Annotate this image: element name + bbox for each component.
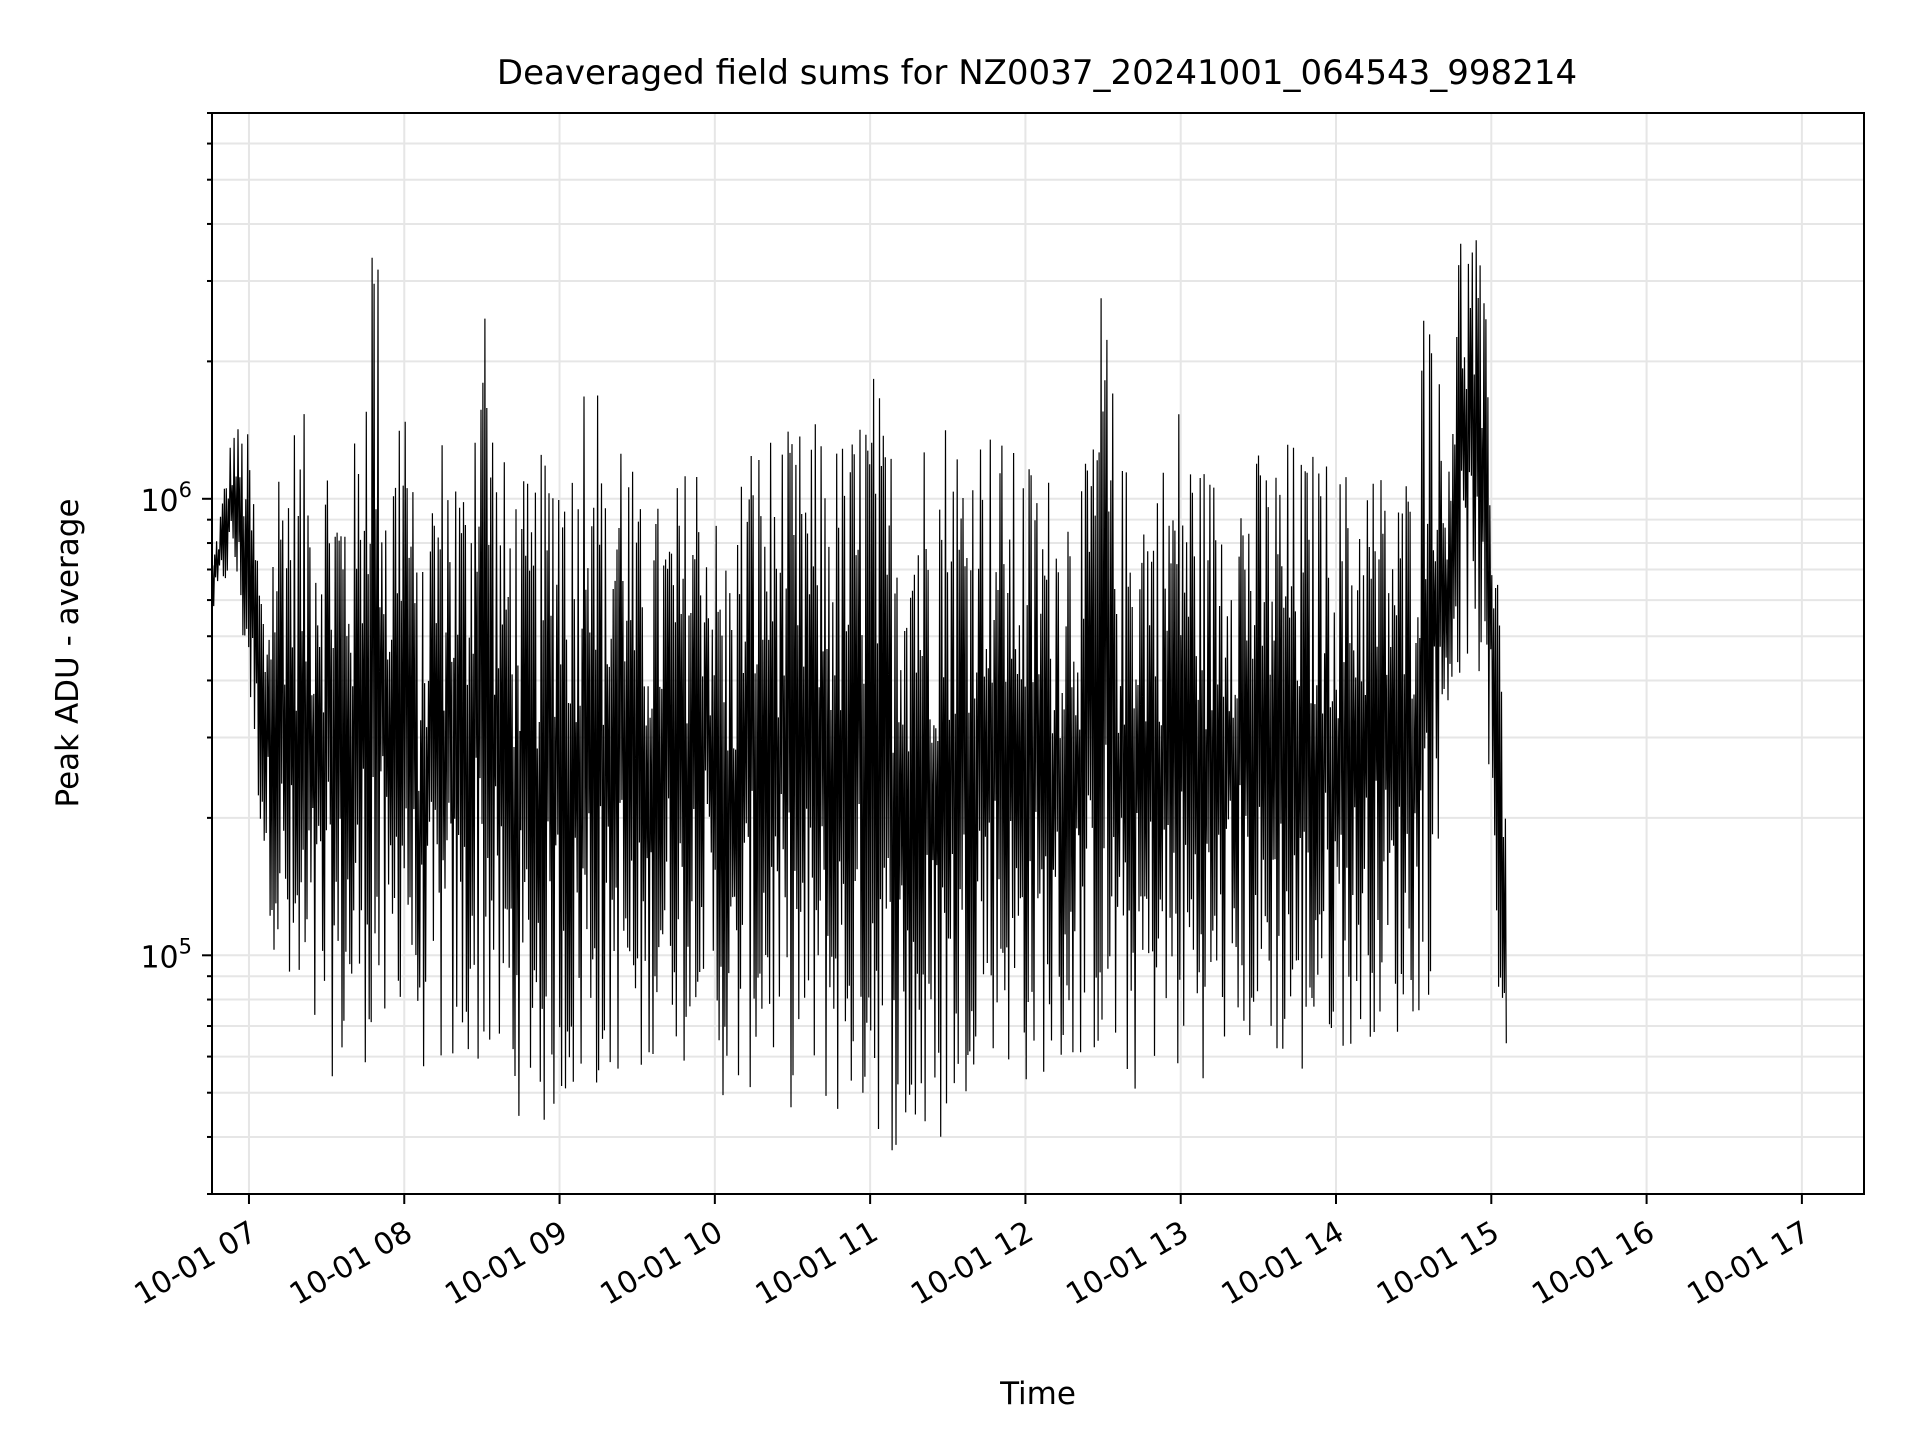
data-series bbox=[212, 240, 1507, 1151]
x-tick-label: 10-01 14 bbox=[1216, 1215, 1350, 1313]
y-axis-label: Peak ADU - average bbox=[50, 498, 86, 807]
x-tick-label: 10-01 07 bbox=[129, 1215, 263, 1313]
x-tick-label: 10-01 12 bbox=[905, 1215, 1039, 1313]
y-tick-label: 106 bbox=[140, 478, 192, 519]
x-tick-label: 10-01 11 bbox=[750, 1215, 884, 1313]
x-tick-label: 10-01 15 bbox=[1371, 1215, 1505, 1313]
x-tick-label: 10-01 08 bbox=[284, 1215, 418, 1313]
chart-title: Deaveraged field sums for NZ0037_2024100… bbox=[497, 53, 1577, 93]
x-tick-label: 10-01 17 bbox=[1682, 1215, 1816, 1313]
x-axis-label: Time bbox=[999, 1376, 1076, 1412]
plot-frame bbox=[211, 112, 1865, 1195]
x-tick-label: 10-01 13 bbox=[1060, 1215, 1194, 1313]
series-line bbox=[212, 240, 1507, 1151]
x-tick-label: 10-01 16 bbox=[1526, 1215, 1660, 1313]
x-axis: 10-01 07 10-01 08 10-01 09 10-01 10 10-01 11… bbox=[129, 1194, 1816, 1312]
x-tick-label: 10-01 09 bbox=[439, 1215, 573, 1313]
x-tick-label: 10-01 10 bbox=[595, 1215, 729, 1313]
y-tick-label: 105 bbox=[140, 934, 192, 975]
y-axis: 105 106 bbox=[140, 112, 212, 1195]
